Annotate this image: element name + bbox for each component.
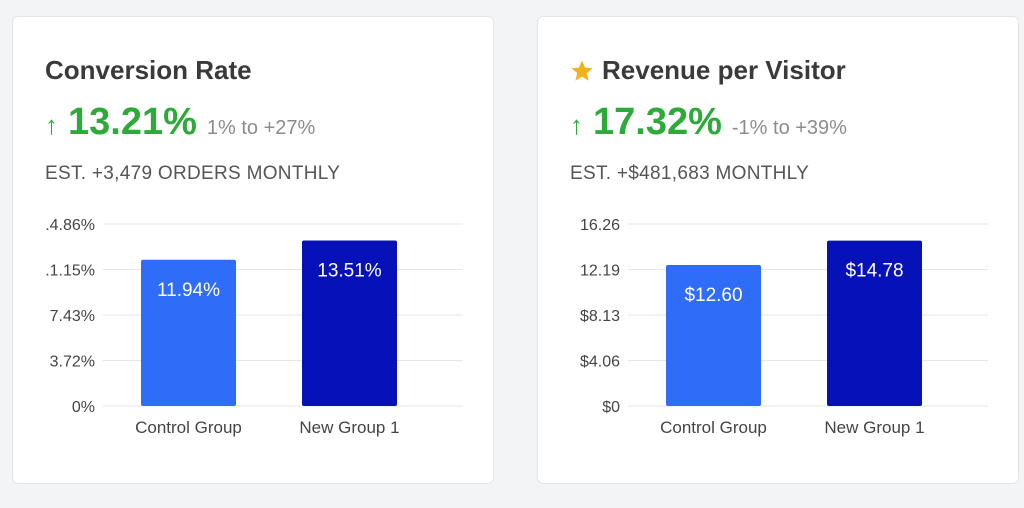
bar — [827, 240, 922, 406]
y-tick-label: $0 — [602, 399, 620, 416]
metric-row: ↑ 13.21% 1% to +27% — [45, 101, 315, 144]
card-title: Conversion Rate — [45, 55, 252, 86]
x-category-label: Control Group — [660, 418, 767, 437]
estimate-text: EST. +$481,683 MONTHLY — [570, 163, 810, 184]
bar-value-label: $12.60 — [684, 285, 742, 306]
y-tick-label: 16.26 — [580, 217, 620, 234]
up-arrow-icon: ↑ — [45, 110, 58, 140]
bar — [302, 240, 397, 406]
metric-value: 13.21% — [68, 101, 197, 143]
bar-value-label: 11.94% — [157, 280, 220, 301]
y-tick-label: 7.43% — [50, 308, 95, 325]
conversion-rate-card: Conversion Rate ↑ 13.21% 1% to +27% EST.… — [12, 16, 494, 484]
card-title-text: Conversion Rate — [45, 55, 252, 85]
up-arrow-icon: ↑ — [570, 110, 583, 140]
y-tick-label: .1.15% — [45, 262, 95, 279]
revenue-per-visitor-card: Revenue per Visitor ↑ 17.32% -1% to +39%… — [537, 16, 1019, 484]
x-category-label: New Group 1 — [824, 418, 924, 437]
metric-range: 1% to +27% — [206, 117, 316, 139]
metric-range: -1% to +39% — [731, 117, 847, 139]
bar — [666, 264, 761, 406]
x-category-label: New Group 1 — [299, 418, 399, 437]
card-title: Revenue per Visitor — [570, 55, 846, 86]
y-tick-label: $8.13 — [580, 308, 620, 325]
estimate-text: EST. +3,479 ORDERS MONTHLY — [45, 163, 341, 184]
conversion-rate-chart: 0% 3.72% 7.43% .1.15% .4.86% 11.94% Control Gr… — [45, 217, 463, 437]
x-category-label: Control Group — [135, 418, 242, 437]
metric-value: 17.32% — [593, 101, 722, 143]
y-tick-label: 12.19 — [580, 263, 620, 280]
y-tick-label: $4.06 — [580, 354, 620, 371]
y-tick-label: .4.86% — [45, 217, 95, 234]
bar-value-label: 13.51% — [317, 261, 382, 282]
revenue-per-visitor-chart: $0 $4.06 $8.13 12.19 16.26 $12.60 Control Grou… — [580, 217, 988, 437]
card-title-text: Revenue per Visitor — [602, 55, 846, 85]
bar-value-label: $14.78 — [845, 261, 903, 282]
y-tick-label: 0% — [72, 399, 95, 416]
y-tick-label: 3.72% — [50, 353, 95, 370]
bar — [141, 259, 236, 406]
metric-row: ↑ 17.32% -1% to +39% — [570, 101, 847, 144]
star-icon — [571, 60, 593, 81]
